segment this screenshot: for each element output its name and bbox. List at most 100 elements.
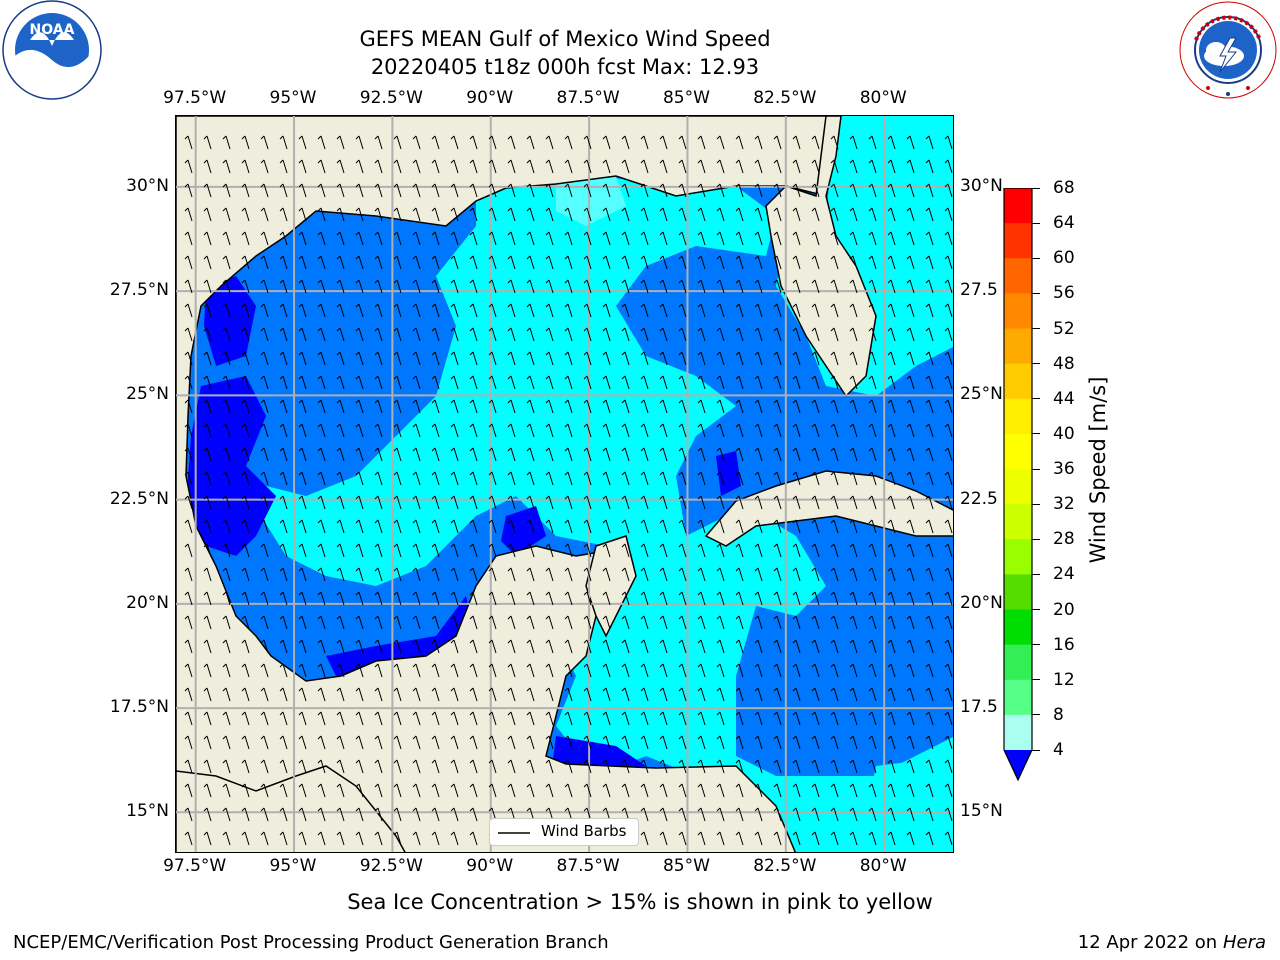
wind-barb: [507, 591, 516, 606]
wind-barb: [849, 159, 858, 174]
wind-dark-west2: [186, 376, 276, 556]
wind-barb: [868, 423, 877, 438]
colorbar-tick-mark: [1032, 363, 1040, 365]
wind-barb: [203, 567, 212, 582]
wind-barb: [659, 279, 668, 294]
wind-barb: [412, 183, 421, 198]
wind-barb: [811, 375, 820, 390]
wind-barb: [184, 567, 193, 582]
wind-barb: [640, 495, 649, 510]
wind-barb: [298, 207, 307, 222]
wind-barb: [469, 351, 478, 366]
colorbar-tick-label: 52: [1053, 318, 1075, 339]
wind-barb: [412, 327, 421, 342]
wind-barb: [564, 351, 573, 366]
wind-barb: [279, 327, 288, 342]
wind-barb: [602, 183, 611, 198]
wind-barb: [659, 471, 668, 486]
wind-barb: [545, 591, 554, 606]
wind-barb: [241, 663, 250, 678]
colorbar-segment: [1004, 328, 1032, 365]
wind-barb: [583, 615, 592, 630]
wind-barb: [602, 327, 611, 342]
wind-barb: [716, 735, 725, 750]
wind-barb: [792, 831, 801, 846]
wind-barb: [507, 495, 516, 510]
wind-barb: [469, 519, 478, 534]
wind-barb: [811, 591, 820, 606]
wind-barb: [678, 519, 687, 534]
wind-barb: [355, 735, 364, 750]
map-area[interactable]: [175, 115, 954, 853]
wind-barb: [583, 591, 592, 606]
wind-barb: [469, 567, 478, 582]
wind-barb: [887, 783, 896, 798]
wind-barb: [431, 423, 440, 438]
wind-barb: [545, 663, 554, 678]
wind-barb: [792, 687, 801, 702]
wind-barb: [526, 783, 535, 798]
wind-barb: [412, 831, 421, 846]
wind-barb: [678, 303, 687, 318]
wind-barb: [317, 735, 326, 750]
nws-logo: [1178, 0, 1278, 100]
wind-barb: [241, 639, 250, 654]
wind-barb: [564, 591, 573, 606]
wind-barb: [868, 735, 877, 750]
wind-barb: [887, 471, 896, 486]
wind-barb: [355, 663, 364, 678]
wind-barb: [868, 207, 877, 222]
wind-barb: [735, 471, 744, 486]
wind-barb: [355, 279, 364, 294]
wind-barb: [393, 639, 402, 654]
wind-barb: [583, 159, 592, 174]
wind-barb: [488, 711, 497, 726]
wind-barb: [184, 159, 193, 174]
wind-barb: [336, 735, 345, 750]
wind-barb: [507, 687, 516, 702]
wind-barb: [412, 423, 421, 438]
wind-barb: [450, 135, 459, 150]
wind-barb: [925, 303, 934, 318]
wind-barb: [887, 615, 896, 630]
lat-label-right: 20°N: [960, 592, 1003, 613]
wind-barb: [735, 831, 744, 846]
wind-barb: [716, 783, 725, 798]
wind-barb: [298, 135, 307, 150]
wind-barb: [184, 735, 193, 750]
wind-barb: [944, 543, 953, 558]
wind-barb: [222, 255, 231, 270]
wind-barb: [583, 231, 592, 246]
wind-barb: [203, 591, 212, 606]
wind-barb: [469, 639, 478, 654]
wind-barb: [184, 615, 193, 630]
wind-barb: [925, 687, 934, 702]
wind-barb: [944, 759, 953, 774]
wind-barb: [849, 303, 858, 318]
wind-barb: [184, 207, 193, 222]
wind-barb: [621, 615, 630, 630]
wind-dark-bay: [501, 506, 546, 556]
wind-barb: [602, 207, 611, 222]
wind-barb: [203, 711, 212, 726]
wind-barb: [792, 375, 801, 390]
wind-barb: [849, 207, 858, 222]
wind-barb: [488, 735, 497, 750]
wind-barb: [735, 495, 744, 510]
lon-label-top: 87.5°W: [556, 88, 620, 108]
wind-barb: [488, 495, 497, 510]
wind-barb: [887, 207, 896, 222]
wind-barb: [260, 519, 269, 534]
wind-barb: [431, 231, 440, 246]
wind-barb: [374, 687, 383, 702]
wind-barb: [697, 255, 706, 270]
wind-barb: [412, 543, 421, 558]
wind-barb: [621, 375, 630, 390]
wind-barb: [374, 471, 383, 486]
wind-barb: [773, 783, 782, 798]
wind-barb: [488, 231, 497, 246]
wind-barb: [355, 207, 364, 222]
wind-barb: [716, 471, 725, 486]
footer-right: 12 Apr 2022 on Hera: [1078, 932, 1266, 953]
wind-barb: [336, 231, 345, 246]
